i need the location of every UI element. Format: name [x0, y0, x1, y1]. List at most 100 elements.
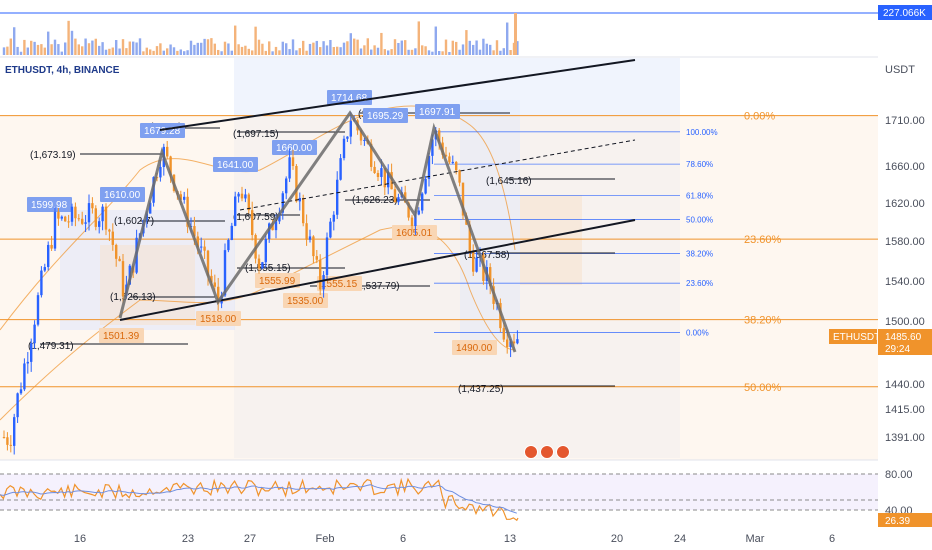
volume-bar	[13, 27, 16, 55]
volume-bar	[104, 49, 108, 55]
time-tick-label: 6	[829, 533, 835, 545]
volume-bar	[77, 44, 80, 55]
low-price-tag-text: 1518.00	[200, 314, 237, 325]
candle-body	[108, 229, 111, 232]
volume-bar	[438, 51, 441, 55]
candle-body	[186, 196, 189, 227]
volume-bar	[53, 39, 57, 55]
volume-bar	[373, 45, 376, 55]
candle-body	[210, 275, 213, 283]
volume-bar	[506, 22, 509, 55]
volume-bar	[183, 51, 186, 55]
high-price-tag	[213, 157, 258, 172]
volume-bar	[50, 44, 53, 55]
rsi-badge	[878, 513, 932, 527]
candle-body	[74, 206, 77, 219]
event-flag-icon[interactable]	[556, 445, 570, 459]
price-level-label: (1,526.13)	[110, 292, 156, 303]
candle-body	[291, 157, 295, 167]
candle-body	[98, 221, 101, 227]
time-tick-label: Mar	[746, 533, 765, 545]
volume-bar	[472, 44, 475, 55]
candle-body	[475, 257, 478, 272]
rsi-ma-line	[0, 484, 517, 514]
volume-bar	[353, 38, 356, 55]
volume-bar	[325, 45, 329, 55]
volume-bar	[285, 43, 288, 55]
candle-body	[506, 339, 509, 348]
price-level-label: (1,673.19)	[30, 150, 76, 161]
volume-bar	[492, 50, 495, 55]
candle-body	[383, 168, 386, 188]
low-price-tag-text: 1501.39	[103, 331, 140, 342]
price-axis[interactable]: 1710.00 1660.00 1620.00 1580.00 1540.00 1500.…	[885, 115, 925, 517]
volume-bar	[295, 50, 298, 55]
price-tick-label: 1415.00	[885, 404, 925, 416]
volume-bar	[332, 47, 335, 55]
low-price-tag-text: 1555.99	[259, 276, 296, 287]
candle-body	[281, 193, 284, 213]
volume-bar	[30, 40, 33, 55]
candle-body	[373, 166, 376, 174]
volume-bar	[57, 44, 60, 55]
channel-mid-line[interactable]	[239, 139, 636, 211]
event-flag-icon[interactable]	[524, 445, 538, 459]
channel-lower-line[interactable]	[119, 219, 636, 321]
volume-bar	[407, 49, 410, 55]
volume-bar	[366, 38, 369, 55]
volume-bar	[189, 40, 193, 55]
fib-blue-label: 100.00%	[686, 128, 718, 137]
time-axis[interactable]: 16 23 27 Feb 6 13 20 24 Mar 6	[74, 533, 835, 545]
candle-body	[196, 236, 199, 248]
event-icons[interactable]	[524, 445, 570, 459]
candle-body	[53, 211, 57, 249]
volume-bar	[431, 51, 434, 55]
volume-bar	[305, 50, 308, 55]
candle-body	[2, 437, 6, 438]
candle-body	[9, 444, 12, 446]
volume-bar	[370, 49, 373, 55]
volume-bar	[322, 41, 325, 55]
candle-body	[278, 212, 281, 222]
volume-bar	[84, 38, 87, 55]
zigzag-pattern[interactable]	[118, 110, 517, 353]
candle-body	[257, 258, 261, 269]
price-badge-countdown: 29:24	[885, 344, 910, 355]
volume-bar	[9, 38, 12, 55]
candle-body	[298, 197, 301, 202]
candle-body	[458, 170, 461, 183]
high-price-tag	[100, 187, 145, 202]
candle-body	[67, 221, 70, 223]
event-flag-icon[interactable]	[540, 445, 554, 459]
price-level-label: (1,567.58)	[464, 250, 510, 261]
price-level-label: (1,479.31)	[28, 341, 74, 352]
candle-body	[288, 157, 291, 179]
candle-body	[468, 224, 471, 253]
volume-bar	[155, 46, 159, 55]
volume-bar	[169, 44, 172, 55]
candle-body	[455, 161, 458, 171]
candle-body	[50, 244, 53, 249]
time-tick-label: Feb	[316, 533, 335, 545]
low-price-tag	[392, 225, 437, 240]
volume-bar	[115, 40, 118, 55]
time-tick-label: 23	[182, 533, 194, 545]
candle-body	[200, 246, 203, 248]
candle-body	[512, 341, 516, 344]
volume-bar	[336, 46, 339, 55]
price-tick-label: 1500.00	[885, 316, 925, 328]
channel-upper-line[interactable]	[159, 59, 636, 131]
low-price-tag	[196, 311, 241, 326]
candle-body	[325, 237, 329, 275]
volume-bar	[94, 38, 97, 55]
candle-body	[149, 202, 152, 214]
candle-body	[461, 182, 465, 216]
candle-body	[380, 168, 383, 177]
volume-bar	[499, 50, 502, 55]
volume-bar	[516, 41, 519, 55]
price-level-label: (1,437.25)	[458, 384, 504, 395]
high-price-tag	[363, 108, 408, 123]
volume-bar	[251, 50, 254, 55]
level-lines: 0.00% 23.60% 38.20% 50.00% 100.00% 78.60% 61.8…	[0, 90, 878, 395]
